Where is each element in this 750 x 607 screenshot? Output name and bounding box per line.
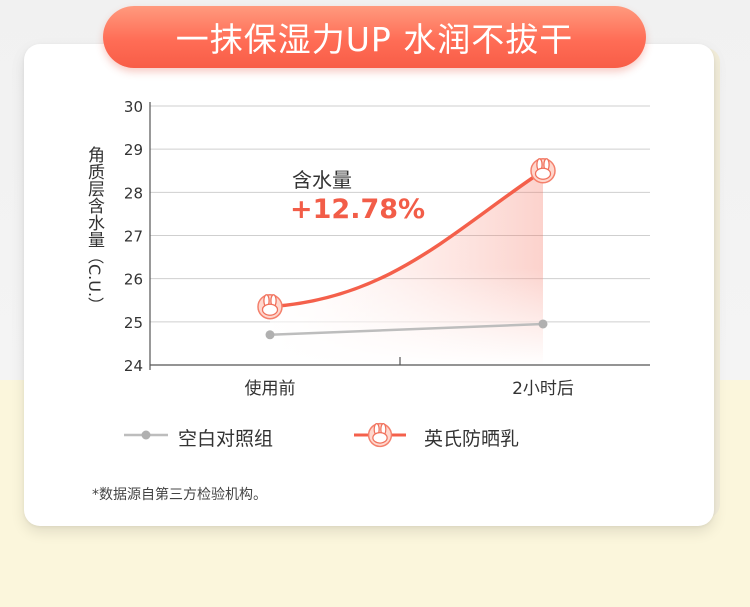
footnote: *数据源自第三方检验机构。 xyxy=(92,487,267,503)
x-tick-label: 2小时后 xyxy=(512,379,574,399)
y-tick-label: 30 xyxy=(124,98,143,116)
tick-labels: 24 25 26 27 28 29 30 使用前 2小时后 xyxy=(124,98,574,399)
highlight-area xyxy=(270,170,543,365)
legend-item-control: 空白对照组 xyxy=(178,424,273,451)
legend-label-product: 英氏防晒乳 xyxy=(424,428,520,450)
y-tick-label: 24 xyxy=(124,357,143,375)
control-series-line xyxy=(269,322,544,337)
product-series-line xyxy=(268,169,545,309)
legend-item-product: 英氏防晒乳 xyxy=(424,424,519,451)
axes xyxy=(149,102,650,370)
legend-markers xyxy=(124,422,406,448)
x-tick-label: 使用前 xyxy=(245,378,296,399)
page-title: 一抹保湿力UP 水润不拔干 xyxy=(175,20,574,59)
bunny-icon xyxy=(367,422,393,448)
annotation-label: 含水量 xyxy=(292,168,352,192)
legend-label-control: 空白对照组 xyxy=(178,428,274,450)
y-tick-label: 25 xyxy=(124,314,143,332)
area-fade xyxy=(270,267,543,365)
y-tick-label: 28 xyxy=(124,184,143,202)
bunny-face xyxy=(372,432,388,444)
series-lines xyxy=(257,158,556,340)
control-point xyxy=(265,330,275,340)
bunny-icon xyxy=(257,293,283,320)
bunny-face xyxy=(534,167,552,180)
bunny-icon xyxy=(530,158,556,184)
y-tick-label: 27 xyxy=(124,228,143,246)
y-axis-title: 角质层含水量（C.U.） xyxy=(82,146,104,313)
legend-dot-control xyxy=(141,430,151,440)
y-axis-unit: （C.U.） xyxy=(85,248,104,314)
annotation-value: +12.78% xyxy=(290,194,426,225)
bunny-face xyxy=(261,303,279,316)
y-axis-label: 角质层含水量 xyxy=(84,146,104,248)
y-tick-label: 26 xyxy=(124,271,143,289)
title-banner: 一抹保湿力UP 水润不拔干 xyxy=(103,6,646,68)
control-point xyxy=(538,319,548,329)
y-tick-label: 29 xyxy=(124,141,143,159)
